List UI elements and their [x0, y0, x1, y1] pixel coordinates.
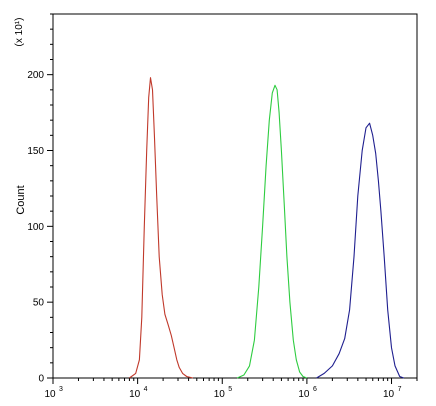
x-tick-exponent: 3: [59, 386, 63, 393]
x-tick-label: 10: [214, 389, 226, 400]
x-tick-label: 10: [383, 389, 395, 400]
y-tick-label: 200: [27, 70, 44, 81]
x-tick-label: 10: [44, 389, 56, 400]
x-tick-label: 10: [129, 389, 141, 400]
x-tick-label: 10: [298, 389, 310, 400]
x-tick-exponent: 6: [313, 386, 317, 393]
x-tick-exponent: 4: [144, 386, 148, 393]
series-line-2: [236, 84, 308, 379]
plot-border: [52, 13, 418, 379]
series-line-1: [129, 77, 194, 379]
y-tick-label: 50: [33, 298, 45, 309]
y-tick-label: 150: [27, 146, 44, 157]
y-axis-title: Count: [15, 185, 27, 214]
series-line-3: [316, 122, 405, 379]
x-tick-exponent: 7: [398, 386, 402, 393]
y-multiplier-label: (x 10¹): [14, 18, 25, 47]
y-tick-label: 100: [27, 222, 44, 233]
y-axis-ticks: 0 50 100 150 200: [27, 13, 53, 385]
series-layer: [129, 77, 405, 379]
plot-frame: [52, 13, 418, 379]
x-tick-exponent: 5: [228, 386, 232, 393]
y-tick-label: 0: [38, 374, 44, 385]
x-axis-ticks: 10 3 10 4 10 5 10 6 10 7: [44, 378, 418, 400]
